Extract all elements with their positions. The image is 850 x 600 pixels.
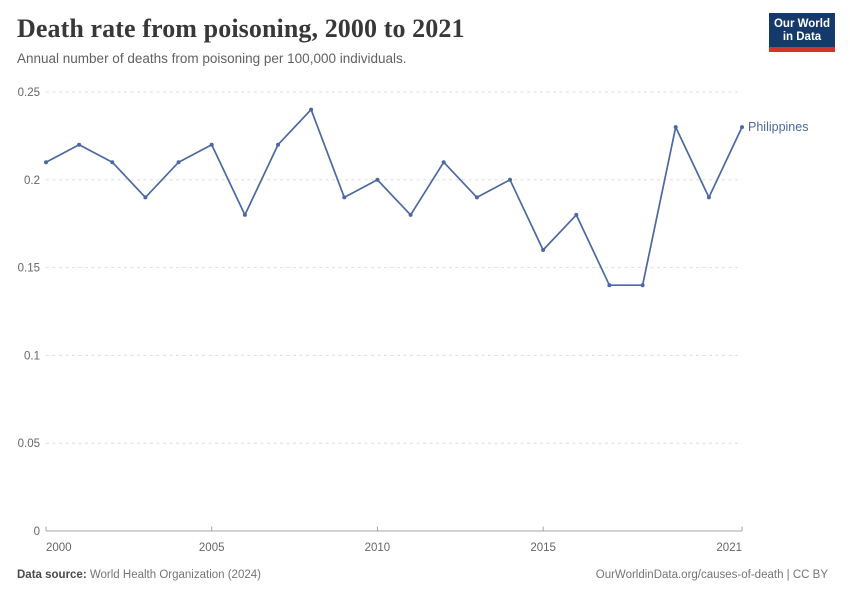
data-point[interactable] — [309, 107, 314, 112]
data-point[interactable] — [441, 160, 446, 165]
data-point[interactable] — [242, 212, 247, 217]
data-point[interactable] — [607, 283, 612, 288]
data-point[interactable] — [342, 195, 347, 200]
data-point[interactable] — [375, 177, 380, 182]
license-link[interactable]: OurWorldinData.org/causes-of-death | CC … — [595, 569, 828, 581]
data-point[interactable] — [77, 142, 82, 147]
data-point[interactable] — [209, 142, 214, 147]
entity-label[interactable]: Philippines — [748, 120, 808, 134]
x-axis-tick-label: 2010 — [365, 542, 391, 554]
y-axis-tick-label: 0.15 — [18, 263, 40, 275]
data-source-value: World Health Organization (2024) — [89, 569, 261, 581]
x-axis-tick-label: 2015 — [530, 542, 556, 554]
y-axis-tick-label: 0 — [34, 526, 40, 538]
data-point[interactable] — [474, 195, 479, 200]
x-axis-tick-label: 2000 — [46, 542, 72, 554]
x-axis-tick-label: 2021 — [716, 542, 742, 554]
owid-logo-line2: in Data — [782, 31, 822, 43]
owid-logo-line1: Our World — [773, 18, 830, 30]
data-point[interactable] — [541, 248, 546, 252]
data-point[interactable] — [110, 160, 115, 165]
data-point[interactable] — [276, 142, 280, 147]
chart-footer: Data source: World Health Organization (… — [17, 569, 828, 581]
page-subtitle: Annual number of deaths from poisoning p… — [17, 51, 407, 66]
data-point[interactable] — [408, 212, 413, 217]
series-line[interactable] — [45, 108, 743, 287]
x-axis-tick-label: 2005 — [199, 542, 225, 554]
data-source-label: Data source: — [17, 569, 87, 581]
data-point[interactable] — [143, 195, 148, 200]
series-philippines[interactable]: Philippines — [44, 107, 808, 288]
y-axis-tick-label: 0.05 — [18, 438, 40, 450]
y-axis-tick-label: 0.1 — [24, 350, 40, 362]
data-point[interactable] — [740, 125, 744, 130]
owid-logo[interactable]: Our World in Data — [769, 13, 835, 52]
data-point[interactable] — [706, 195, 711, 200]
data-point[interactable] — [508, 177, 512, 182]
data-point[interactable] — [673, 125, 678, 130]
page-title: Death rate from poisoning, 2000 to 2021 — [17, 14, 465, 43]
y-axis-tick-label: 0.2 — [24, 175, 40, 187]
data-point[interactable] — [574, 212, 579, 217]
data-point[interactable] — [176, 160, 181, 165]
data-point[interactable] — [44, 160, 48, 165]
data-point[interactable] — [640, 283, 645, 288]
data-source: Data source: World Health Organization (… — [17, 569, 261, 581]
y-axis-tick-label: 0.25 — [18, 87, 40, 99]
